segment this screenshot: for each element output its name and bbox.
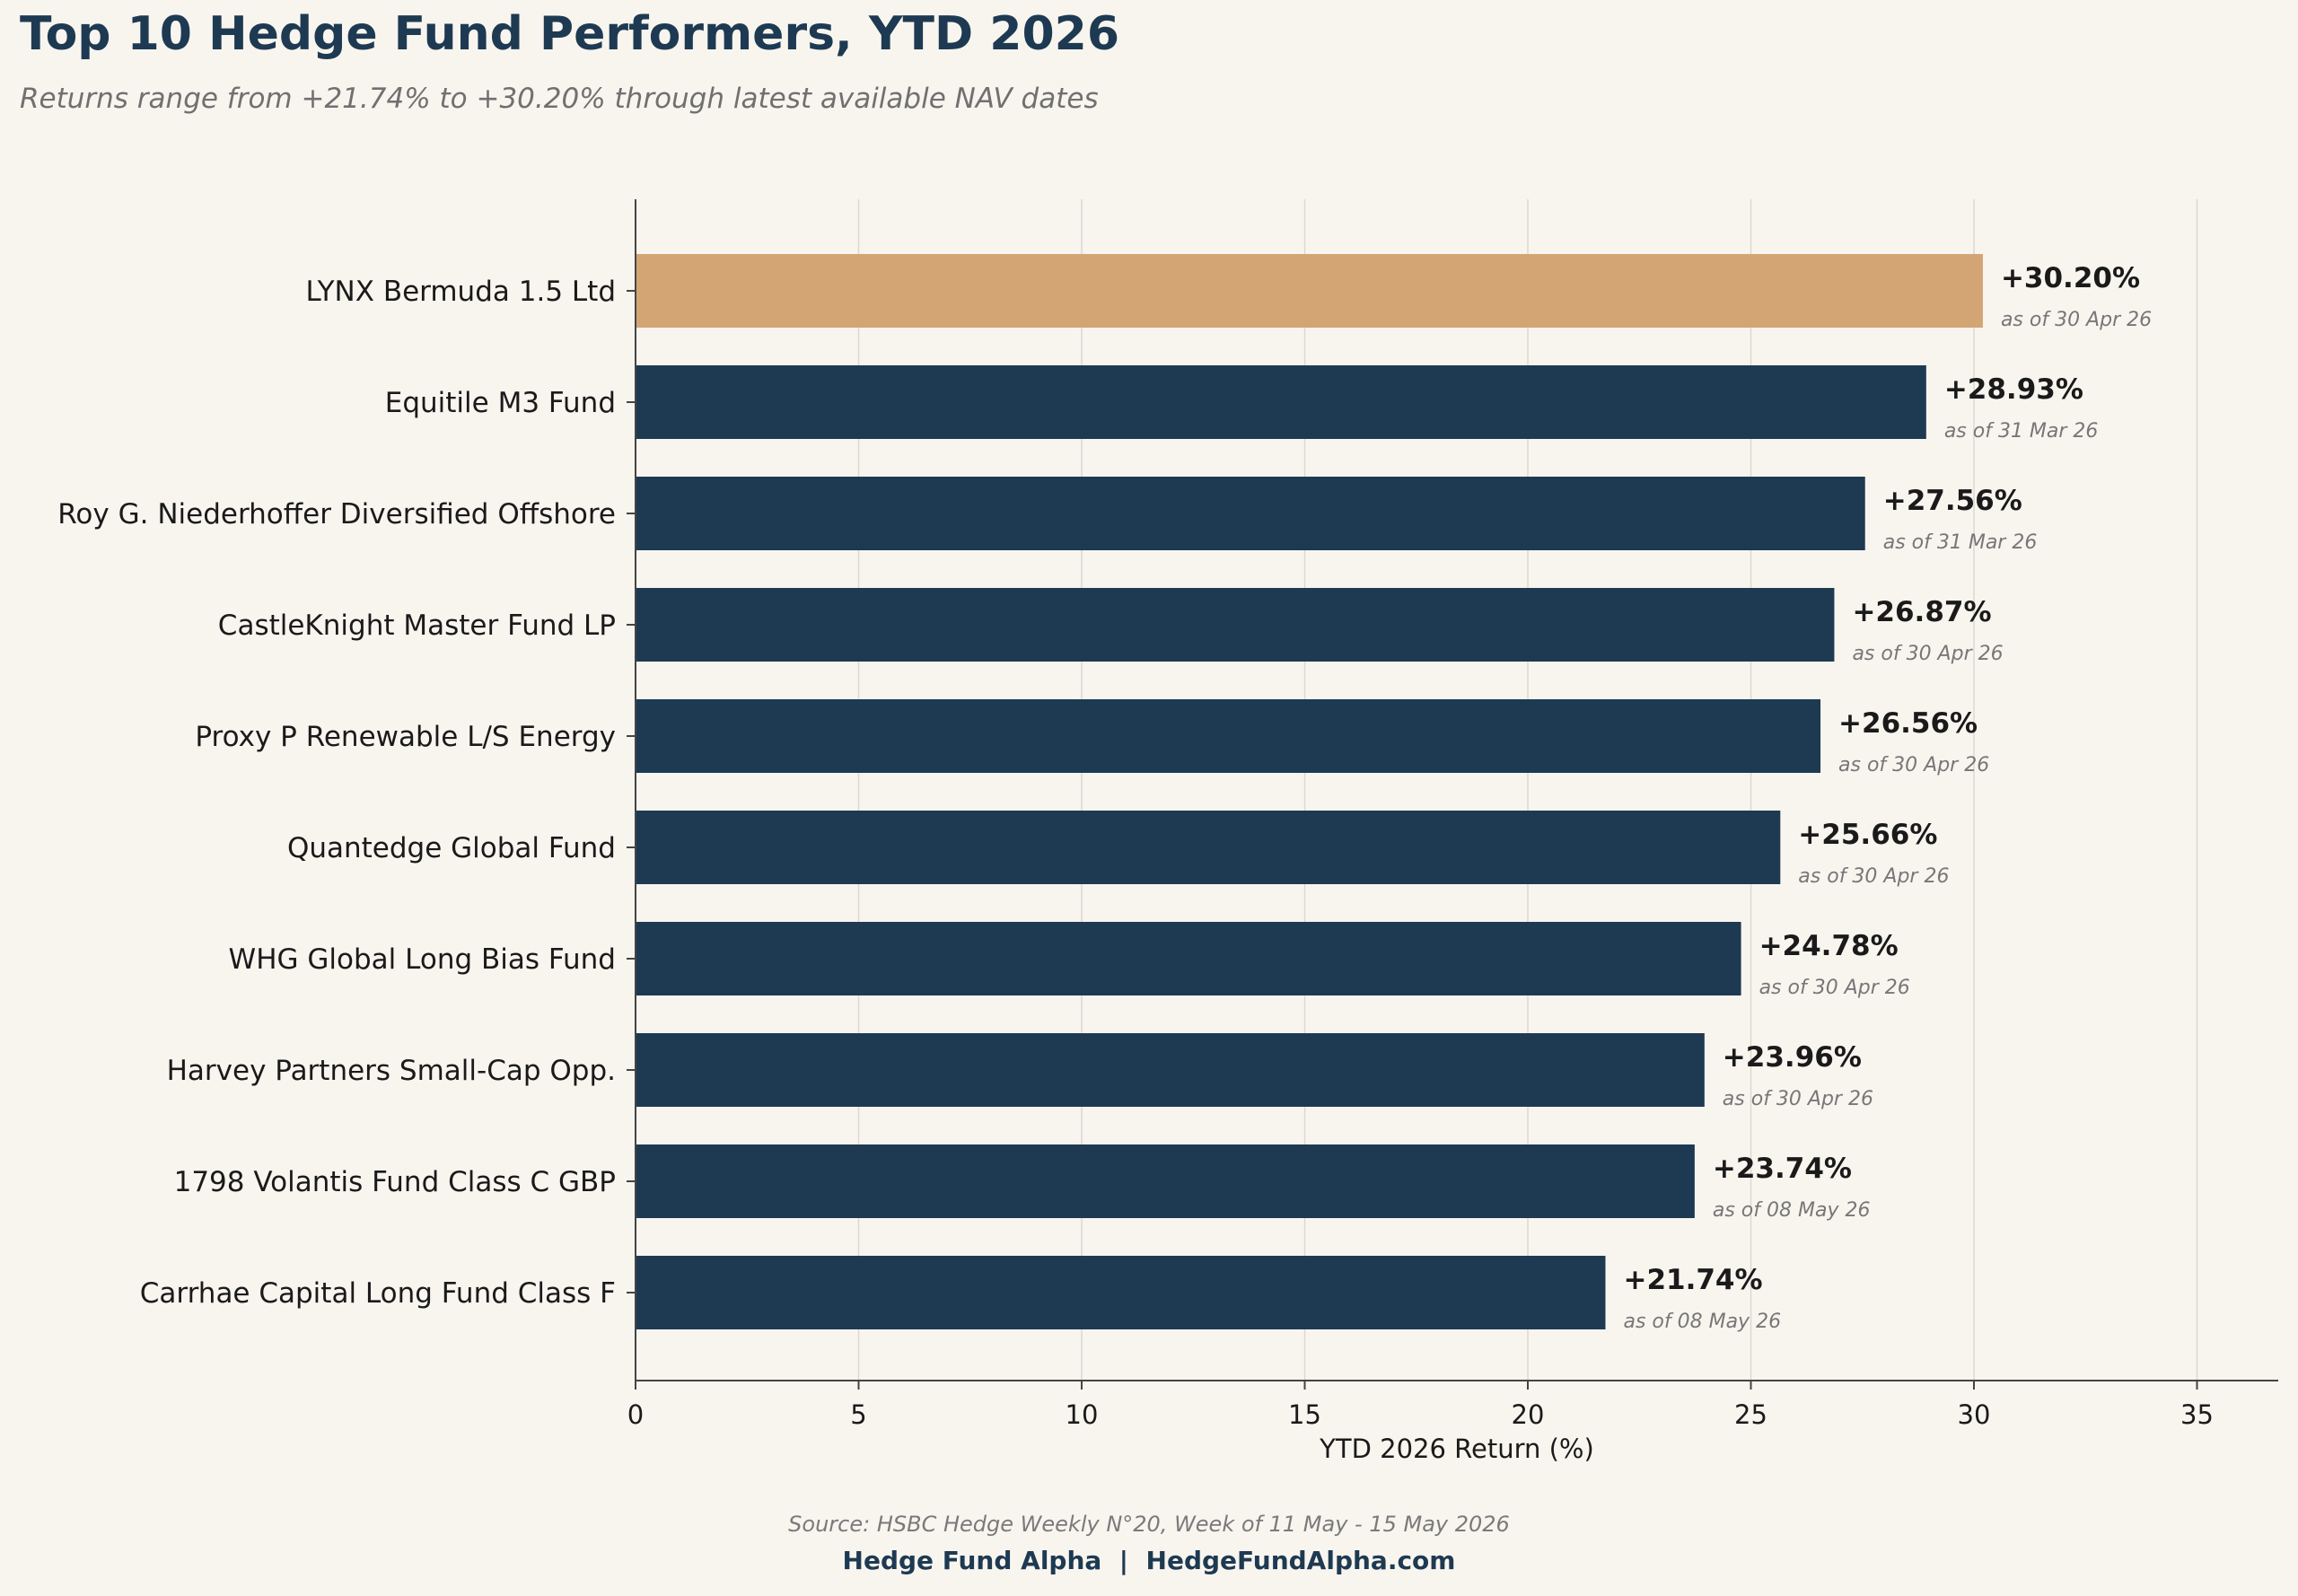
category-label: Carrhae Capital Long Fund Class F [140, 1277, 616, 1310]
x-tick-label: 20 [1512, 1399, 1545, 1430]
category-label: LYNX Bermuda 1.5 Ltd [305, 276, 616, 308]
brand-name: Hedge Fund Alpha [842, 1546, 1102, 1575]
category-label: Harvey Partners Small-Cap Opp. [167, 1055, 616, 1087]
date-label: as of 30 Apr 26 [1838, 754, 1989, 776]
date-label: as of 30 Apr 26 [1798, 865, 1949, 888]
date-label: as of 30 Apr 26 [1852, 643, 2003, 665]
x-tick-label: 30 [1958, 1399, 1991, 1430]
date-label: as of 08 May 26 [1623, 1311, 1781, 1333]
category-label: Equitile M3 Fund [385, 387, 616, 419]
brand-separator: | [1118, 1546, 1129, 1575]
x-tick-label: 15 [1288, 1399, 1321, 1430]
category-label: Quantedge Global Fund [287, 832, 616, 864]
bar [636, 1144, 1695, 1218]
value-label: +21.74% [1623, 1264, 1762, 1296]
brand-line: Hedge Fund Alpha | HedgeFundAlpha.com [0, 1546, 2298, 1575]
x-tick-label: 35 [2180, 1399, 2214, 1430]
bar [636, 1256, 1606, 1329]
bar [636, 699, 1821, 773]
value-label: +23.74% [1713, 1153, 1852, 1185]
date-label: as of 08 May 26 [1713, 1199, 1871, 1222]
x-axis-label: YTD 2026 Return (%) [1319, 1434, 1594, 1464]
x-tick-label: 0 [627, 1399, 644, 1430]
bar [636, 365, 1926, 439]
bar [636, 811, 1781, 884]
x-tick-label: 5 [850, 1399, 866, 1430]
chart-subtitle: Returns range from +21.74% to +30.20% th… [20, 83, 1099, 115]
brand-site: HedgeFundAlpha.com [1145, 1546, 1456, 1575]
chart-title: Top 10 Hedge Fund Performers, YTD 2026 [20, 7, 1120, 61]
x-tick-label: 25 [1734, 1399, 1767, 1430]
x-tick-label: 10 [1066, 1399, 1099, 1430]
bar [636, 1033, 1705, 1107]
category-label: 1798 Volantis Fund Class C GBP [174, 1166, 616, 1198]
bar-chart: LYNX Bermuda 1.5 Ltd +30.20% as of 30 Apr … [57, 199, 2278, 1464]
date-label: as of 30 Apr 26 [2001, 309, 2152, 331]
source-note: Source: HSBC Hedge Weekly N°20, Week of … [788, 1512, 1510, 1537]
value-label: +25.66% [1798, 819, 1937, 851]
date-label: as of 30 Apr 26 [1759, 977, 1910, 999]
category-label: Proxy P Renewable L/S Energy [195, 721, 616, 753]
value-label: +23.96% [1723, 1041, 1862, 1074]
value-label: +30.20% [2001, 262, 2140, 294]
value-label: +24.78% [1759, 930, 1899, 962]
date-label: as of 30 Apr 26 [1723, 1088, 1873, 1110]
category-label: CastleKnight Master Fund LP [218, 609, 616, 642]
bar [636, 477, 1865, 550]
date-label: as of 31 Mar 26 [1944, 420, 2099, 443]
bar [636, 588, 1835, 662]
bar [636, 922, 1741, 995]
date-label: as of 31 Mar 26 [1883, 531, 2038, 554]
value-label: +26.56% [1838, 707, 1978, 740]
value-label: +27.56% [1883, 485, 2022, 517]
category-label: Roy G. Niederhoffer Diversified Offshore [57, 498, 616, 531]
value-label: +26.87% [1852, 596, 1991, 628]
bar [636, 254, 1983, 328]
category-label: WHG Global Long Bias Fund [229, 943, 616, 976]
value-label: +28.93% [1944, 373, 2083, 406]
